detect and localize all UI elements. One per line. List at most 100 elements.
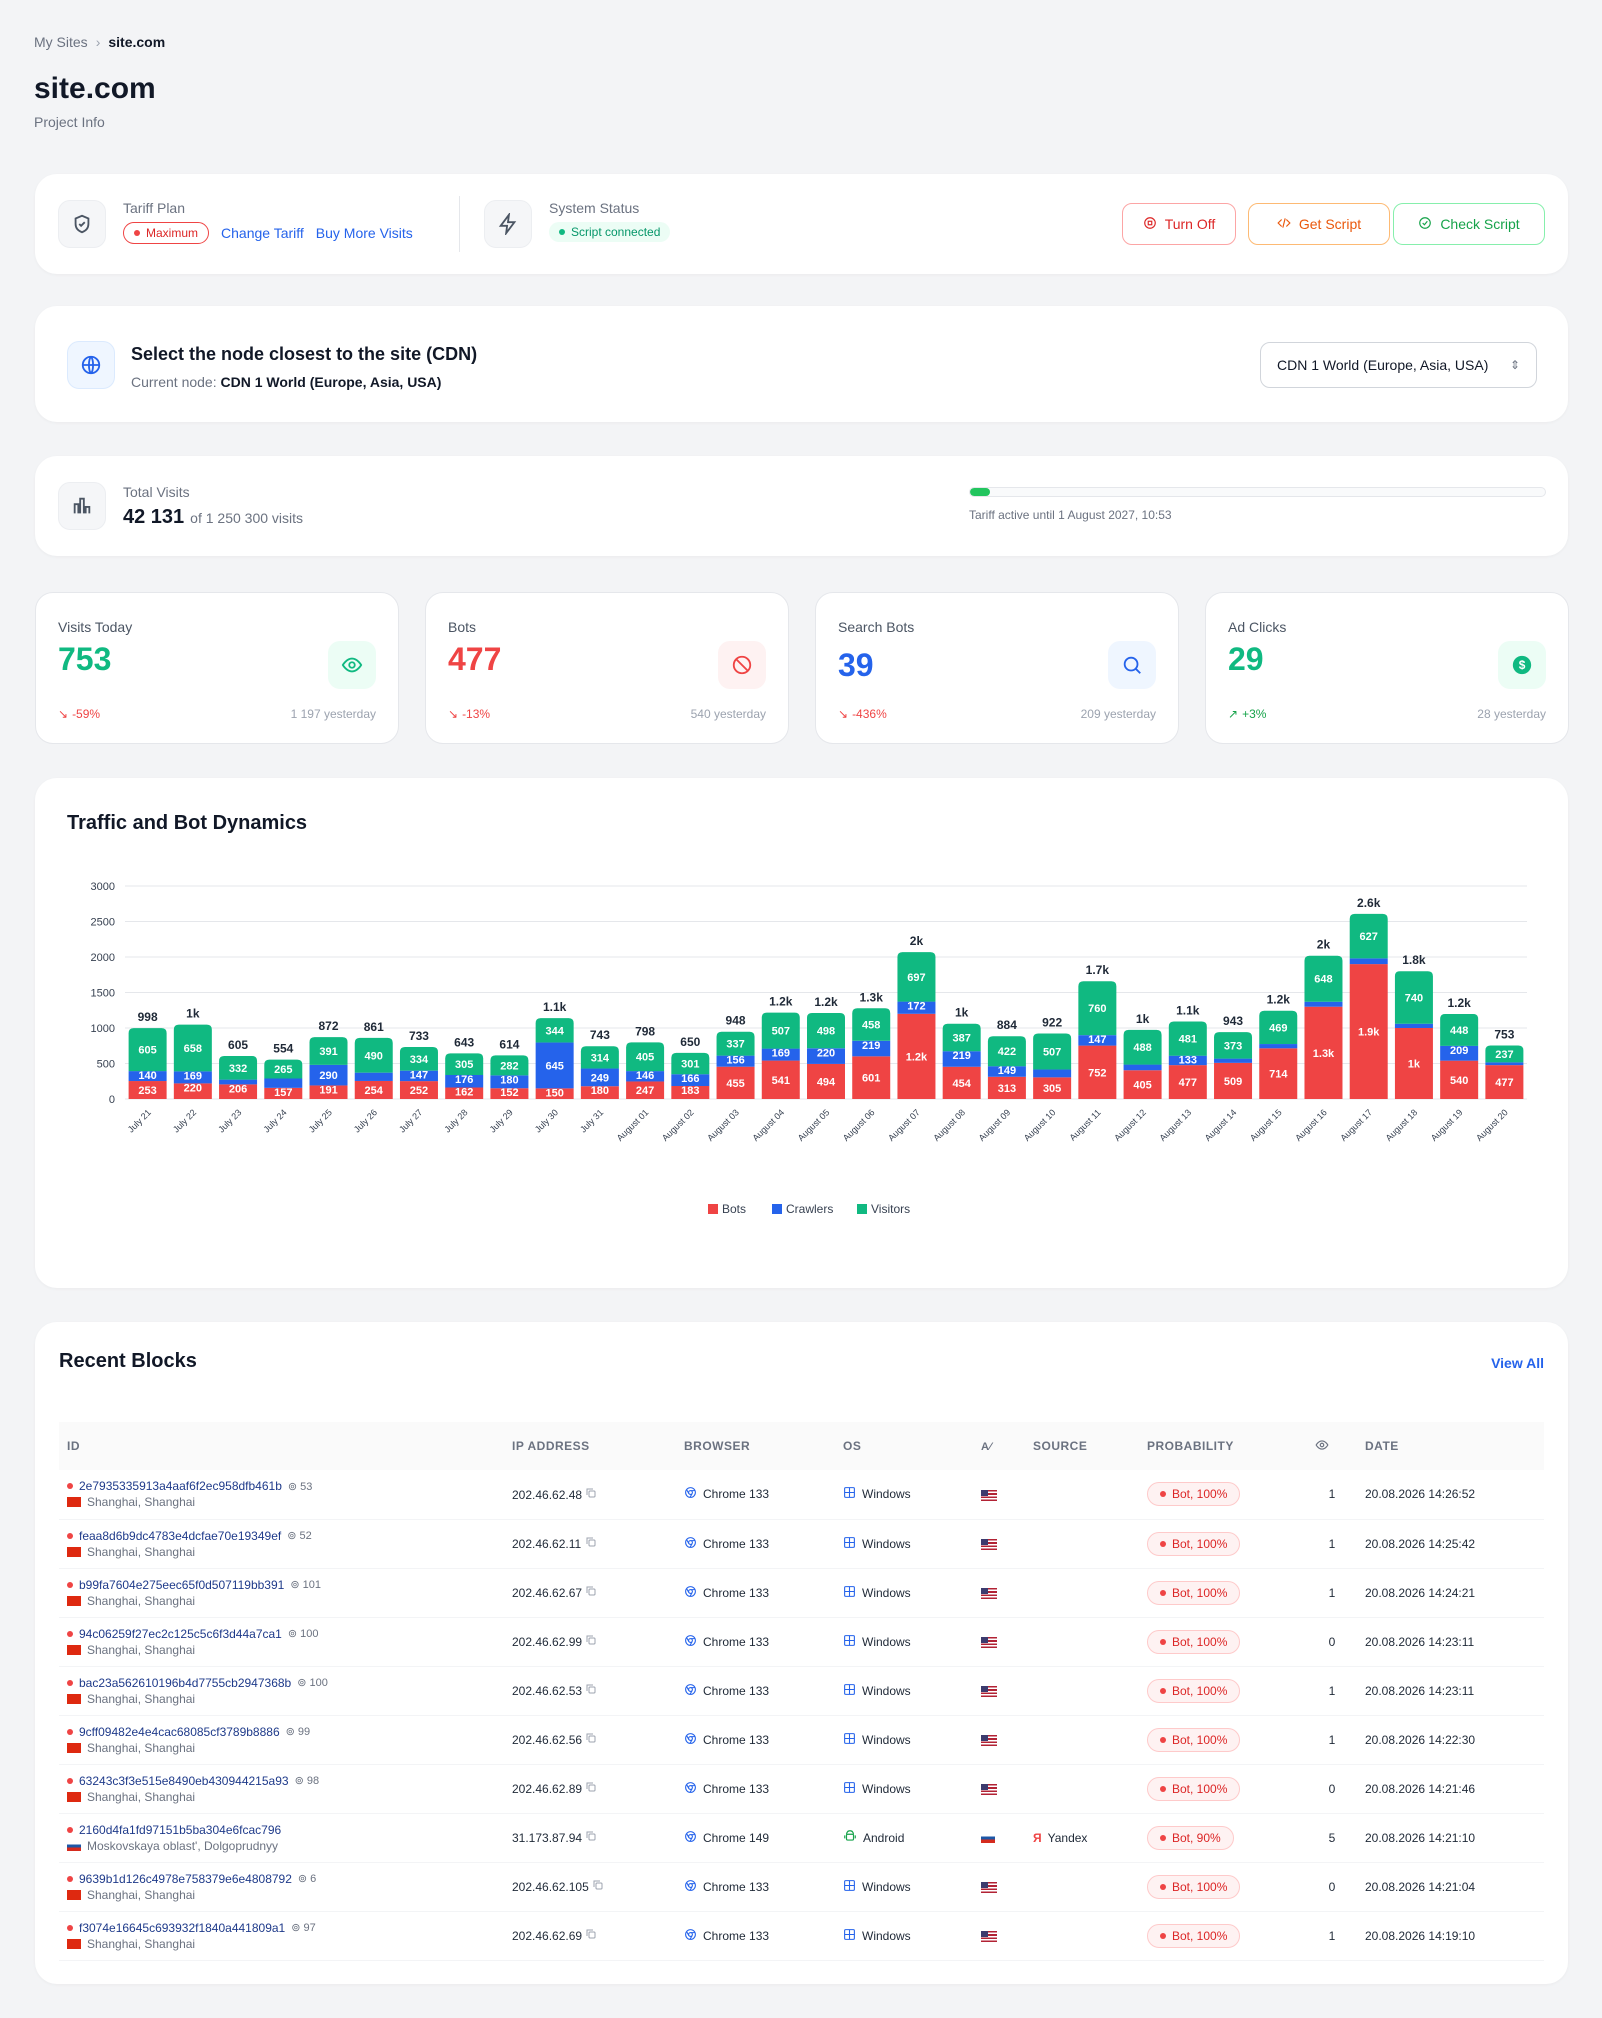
bar-crawlers: [1394, 1023, 1433, 1028]
table-row[interactable]: 9639b1d126c4978e758379e6e4808792 ⊚ 6 Shan…: [59, 1862, 1544, 1911]
bar-crawlers: [1078, 1035, 1117, 1046]
x-tick-label: July 29: [488, 1107, 515, 1134]
breadcrumb-parent[interactable]: My Sites: [34, 34, 88, 50]
stat-title: Bots: [448, 619, 477, 635]
table-row[interactable]: 9cff09482e4e4cac68085cf3789b8886 ⊚ 99 Sha…: [59, 1715, 1544, 1764]
flag-us-icon: [981, 1881, 997, 1893]
copy-icon[interactable]: [585, 1782, 597, 1796]
bar-visitors: [1033, 1033, 1072, 1070]
cell-country: [973, 1666, 1025, 1715]
table-row[interactable]: b99fa7604e275eec65f0d507119bb391 ⊚ 101 Sh…: [59, 1568, 1544, 1617]
x-tick-label: August 20: [1474, 1107, 1510, 1143]
copy-icon[interactable]: [585, 1488, 597, 1502]
x-tick-label: August 19: [1429, 1107, 1465, 1143]
turn-off-button[interactable]: Turn Off: [1122, 203, 1236, 245]
visitor-id[interactable]: 94c06259f27ec2c125c5c6f3d44a7ca1: [79, 1626, 282, 1641]
data-label: 152: [500, 1087, 518, 1099]
flag-ru-icon: [981, 1833, 995, 1844]
hits-value: 99: [297, 1726, 311, 1738]
copy-icon[interactable]: [585, 1929, 597, 1943]
x-tick-label: August 05: [796, 1107, 832, 1143]
table-row[interactable]: 2e7935335913a4aaf6f2ec958dfb461b ⊚ 53 Sha…: [59, 1470, 1544, 1519]
visitor-id[interactable]: 9639b1d126c4978e758379e6e4808792: [79, 1871, 292, 1886]
data-label: 166: [681, 1073, 699, 1085]
get-script-button[interactable]: Get Script: [1248, 203, 1390, 245]
visitor-id[interactable]: 2e7935335913a4aaf6f2ec958dfb461b: [79, 1479, 282, 1494]
data-label: 191: [319, 1084, 337, 1096]
cell-os: Windows: [835, 1862, 973, 1911]
cell-probability: Bot, 100%: [1139, 1666, 1307, 1715]
col-probability[interactable]: PROBABILITY: [1139, 1422, 1307, 1470]
visitor-id[interactable]: feaa8d6b9dc4783e4dcfae70e19349ef: [79, 1528, 282, 1543]
cell-id: feaa8d6b9dc4783e4dcfae70e19349ef ⊚ 52 Sha…: [59, 1519, 504, 1568]
col-id[interactable]: ID: [59, 1422, 504, 1470]
visitor-id[interactable]: b99fa7604e275eec65f0d507119bb391: [79, 1577, 285, 1592]
table-row[interactable]: bac23a562610196b4d7755cb2947368b ⊚ 100 Sh…: [59, 1666, 1544, 1715]
breadcrumb: My Sites › site.com: [34, 34, 165, 50]
visitor-id[interactable]: 2160d4fa1fd97151b5ba304e6fcac796: [79, 1822, 282, 1837]
table-row[interactable]: 2160d4fa1fd97151b5ba304e6fcac796 Moskovs…: [59, 1813, 1544, 1862]
block-date: 20.08.2026 14:21:04: [1365, 1879, 1476, 1894]
browser-name: Chrome 133: [703, 1487, 770, 1502]
fingerprint-icon: ⊚: [291, 1922, 301, 1934]
table-row[interactable]: 63243c3f3e515e8490eb430944215a93 ⊚ 98 Sha…: [59, 1764, 1544, 1813]
change-tariff-link[interactable]: Change Tariff: [221, 225, 304, 241]
visitor-id[interactable]: f3074e16645c693932f1840a441809a1: [79, 1920, 286, 1935]
cell-ip: 202.46.62.99: [504, 1617, 676, 1666]
cell-os: Windows: [835, 1715, 973, 1764]
table-row[interactable]: feaa8d6b9dc4783e4dcfae70e19349ef ⊚ 52 Sha…: [59, 1519, 1544, 1568]
visitor-id[interactable]: 63243c3f3e515e8490eb430944215a93: [79, 1773, 289, 1788]
copy-icon[interactable]: [585, 1684, 597, 1698]
ip-address: 202.46.62.53: [512, 1684, 583, 1698]
data-label: 162: [455, 1086, 473, 1098]
bar-bots: [1440, 1060, 1479, 1099]
col-country[interactable]: A⁄: [973, 1422, 1025, 1470]
visitor-id[interactable]: bac23a562610196b4d7755cb2947368b: [79, 1675, 292, 1690]
view-all-link[interactable]: View All: [1491, 1355, 1544, 1371]
buy-more-visits-link[interactable]: Buy More Visits: [315, 225, 413, 241]
os-name: Windows: [862, 1683, 911, 1698]
table-row[interactable]: f3074e16645c693932f1840a441809a1 ⊚ 97 Sha…: [59, 1911, 1544, 1960]
cell-views: 1: [1307, 1715, 1357, 1764]
col-os[interactable]: OS: [835, 1422, 973, 1470]
cell-date: 20.08.2026 14:22:30: [1357, 1715, 1544, 1764]
total-label: 1.2k: [1267, 993, 1291, 1007]
cell-probability: Bot, 90%: [1139, 1813, 1307, 1862]
col-date[interactable]: DATE: [1357, 1422, 1544, 1470]
browser-name: Chrome 133: [703, 1928, 770, 1943]
browser-name: Chrome 133: [703, 1732, 770, 1747]
cell-source: Я Yandex: [1025, 1813, 1139, 1862]
browser-name: Chrome 133: [703, 1585, 770, 1600]
copy-icon[interactable]: [585, 1586, 597, 1600]
table-row[interactable]: 94c06259f27ec2c125c5c6f3d44a7ca1 ⊚ 100 Sh…: [59, 1617, 1544, 1666]
x-tick-label: July 22: [171, 1107, 198, 1134]
copy-icon[interactable]: [585, 1831, 597, 1845]
copy-icon[interactable]: [585, 1537, 597, 1551]
check-script-button[interactable]: Check Script: [1393, 203, 1545, 245]
bar-visitors: [942, 1023, 981, 1052]
flag-cn-icon: [67, 1938, 81, 1949]
bar-bots: [1394, 1028, 1433, 1099]
copy-icon[interactable]: [592, 1880, 604, 1894]
chrome-icon: [684, 1486, 697, 1502]
windows-icon: [843, 1879, 856, 1895]
data-label: 605: [138, 1045, 156, 1057]
col-browser[interactable]: BROWSER: [676, 1422, 835, 1470]
copy-icon[interactable]: [585, 1733, 597, 1747]
x-tick-label: August 01: [615, 1107, 651, 1143]
bar-visitors: [1078, 981, 1117, 1036]
col-ip[interactable]: IP ADDRESS: [504, 1422, 676, 1470]
col-views[interactable]: [1307, 1422, 1357, 1470]
col-source[interactable]: SOURCE: [1025, 1422, 1139, 1470]
cdn-select[interactable]: CDN 1 World (Europe, Asia, USA) ⇕: [1260, 342, 1537, 388]
chrome-icon: [684, 1683, 697, 1699]
copy-icon[interactable]: [585, 1635, 597, 1649]
cell-country: [973, 1715, 1025, 1764]
stat-yesterday: 1 197 yesterday: [290, 707, 376, 721]
ban-icon: [718, 641, 766, 689]
stat-value: 39: [838, 647, 874, 683]
visitor-id[interactable]: 9cff09482e4e4cac68085cf3789b8886: [79, 1724, 280, 1739]
data-label: 265: [274, 1064, 292, 1076]
status-text: Script connected: [571, 225, 661, 239]
ip-address: 202.46.62.67: [512, 1586, 583, 1600]
